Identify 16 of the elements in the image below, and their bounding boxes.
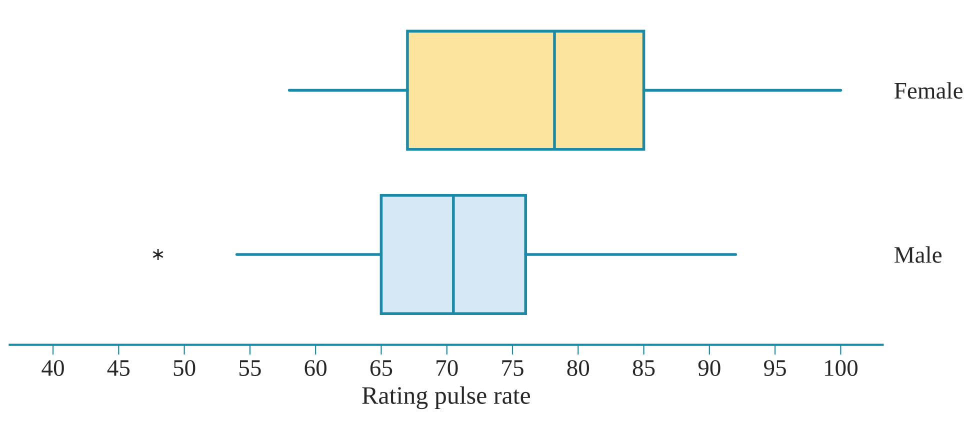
y-tick-label: Female [894,82,962,99]
x-tick-label: 80 [567,360,590,376]
x-tick-label: 75 [502,360,524,376]
x-tick-label: 90 [698,360,720,376]
x-tick-label: 45 [107,360,130,376]
y-tick-label: Male [894,246,942,263]
x-tick-label: 60 [304,360,326,376]
x-tick-label: 50 [174,360,196,376]
x-tick-label: 65 [370,360,392,376]
x-tick-label: 70 [436,360,458,376]
x-tick-label: 85 [632,360,655,376]
x-tick-label: 95 [764,360,786,376]
x-axis-title: Rating pulse rate [362,386,530,410]
x-tick-label: 55 [240,360,261,376]
x-tick-label: 40 [42,360,64,376]
x-tick-label: 100 [825,360,858,376]
